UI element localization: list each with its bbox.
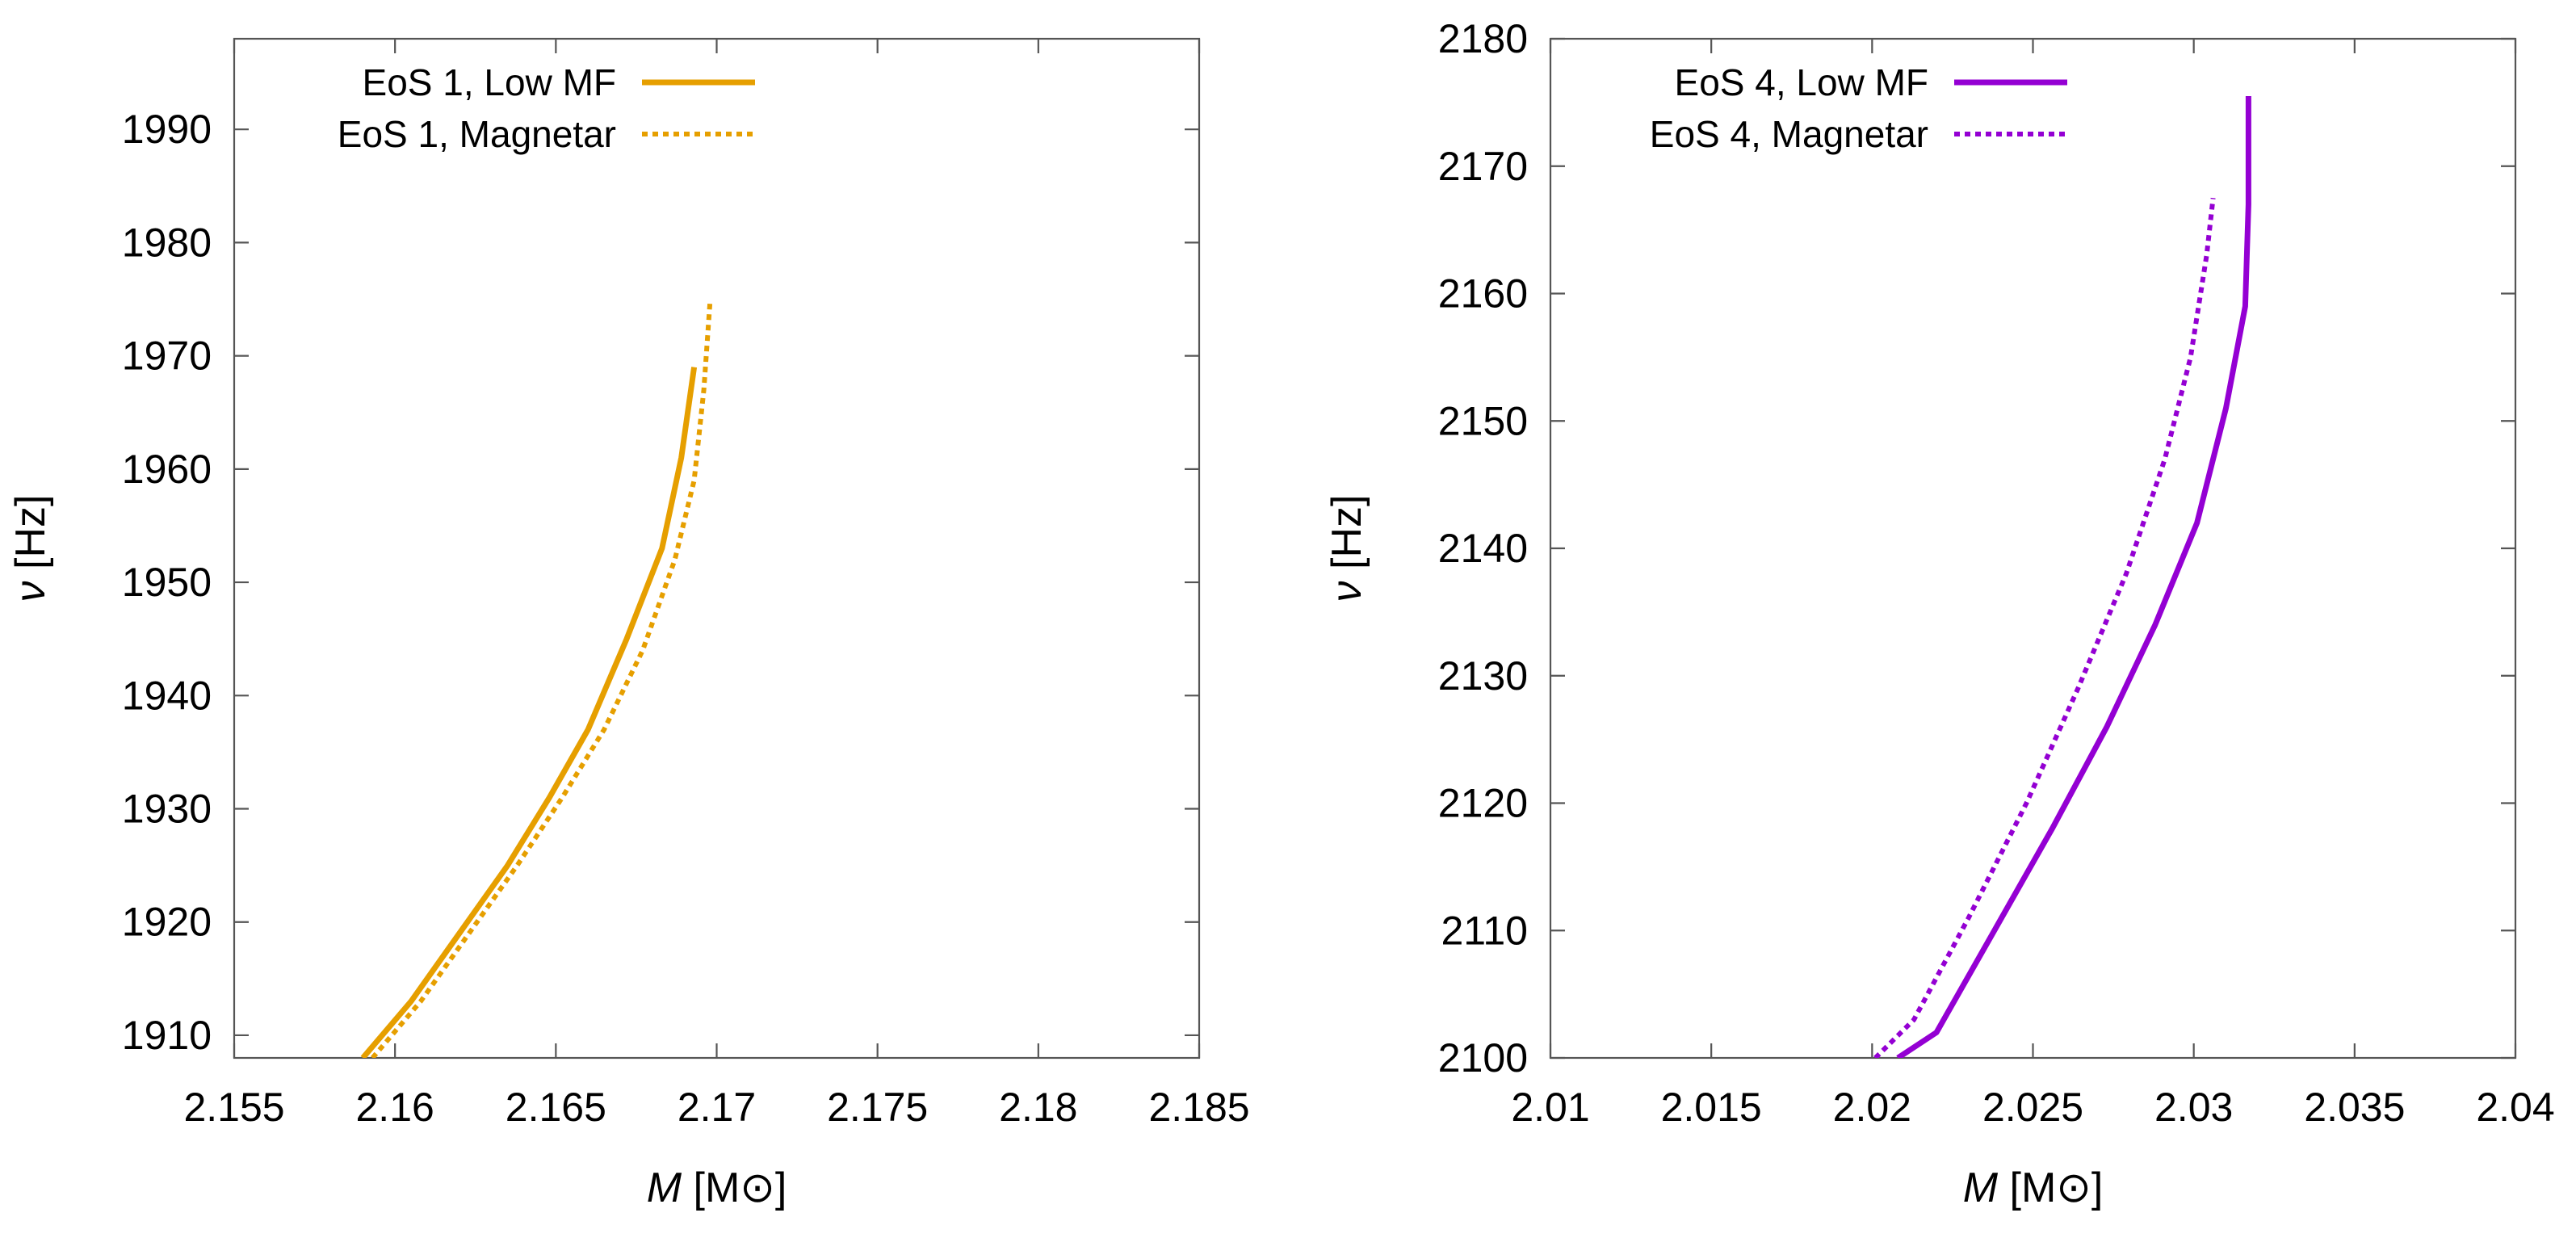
legend-entry-label: EoS 4, Magnetar	[1650, 113, 1928, 155]
y-tick-label: 2180	[1438, 16, 1528, 61]
x-tick-label: 2.035	[2304, 1085, 2405, 1130]
x-tick-label: 2.18	[999, 1085, 1077, 1130]
y-tick-label: 2120	[1438, 781, 1528, 826]
x-tick-label: 2.185	[1148, 1085, 1249, 1130]
y-tick-label: 1910	[122, 1013, 212, 1058]
plot-frame	[233, 37, 1201, 1060]
x-tick-label: 2.165	[506, 1085, 606, 1130]
series-line-1	[360, 367, 698, 1058]
y-tick-label: 2100	[1438, 1035, 1528, 1081]
y-tick-label: 2170	[1438, 144, 1528, 189]
x-tick-label: 2.03	[2154, 1085, 2233, 1130]
series-line-2	[1873, 197, 2216, 1058]
legend-entry-label: EoS 1, Low MF	[363, 61, 616, 103]
plot-frame	[1549, 37, 2517, 1060]
x-tick-label: 2.16	[356, 1085, 434, 1130]
x-tick-label: 2.04	[2476, 1085, 2554, 1130]
x-tick-label: 2.025	[1982, 1085, 2083, 1130]
y-tick-label: 2110	[1441, 908, 1528, 953]
x-tick-label: 2.17	[678, 1085, 756, 1130]
x-tick-label: 2.015	[1661, 1085, 1762, 1130]
y-tick-label: 1960	[122, 447, 212, 492]
x-axis-label: M [M⊙]	[1963, 1165, 2104, 1211]
x-tick-label: 2.02	[1833, 1085, 1911, 1130]
x-tick-label: 2.01	[1511, 1085, 1589, 1130]
chart-panel-2: 2.01 2.015 2.02 2.025 2.03 2.035 2.04 2100 2110 2…	[1324, 16, 2555, 1211]
y-tick-label: 2150	[1438, 398, 1528, 443]
y-tick-label: 1980	[122, 220, 212, 265]
x-tick-label: 2.175	[827, 1085, 928, 1130]
y-axis-label: ν [Hz]	[7, 495, 54, 602]
y-tick-label: 2160	[1438, 271, 1528, 317]
y-tick-label: 1970	[122, 334, 212, 379]
legend-entry-label: EoS 4, Low MF	[1675, 61, 1928, 103]
series-lines	[360, 299, 713, 1058]
series-line-1	[1896, 96, 2251, 1058]
legend-entry-label: EoS 1, Magnetar	[338, 113, 616, 155]
y-tick-label: 1940	[122, 673, 212, 718]
series-lines	[1873, 96, 2251, 1058]
chart-panel-1: 2.155 2.16 2.165 2.17 2.175 2.18 2.185 1910 1920…	[7, 37, 1250, 1211]
y-tick-label: 1990	[122, 107, 212, 152]
y-tick-label: 1930	[122, 787, 212, 832]
y-axis-label: ν [Hz]	[1324, 495, 1370, 602]
x-axis-label: M [M⊙]	[647, 1165, 787, 1211]
y-tick-label: 2130	[1438, 653, 1528, 699]
y-tick-label: 1950	[122, 560, 212, 605]
y-tick-label: 2140	[1438, 526, 1528, 571]
y-tick-label: 1920	[122, 900, 212, 945]
series-line-2	[371, 299, 713, 1058]
x-tick-label: 2.155	[183, 1085, 284, 1130]
